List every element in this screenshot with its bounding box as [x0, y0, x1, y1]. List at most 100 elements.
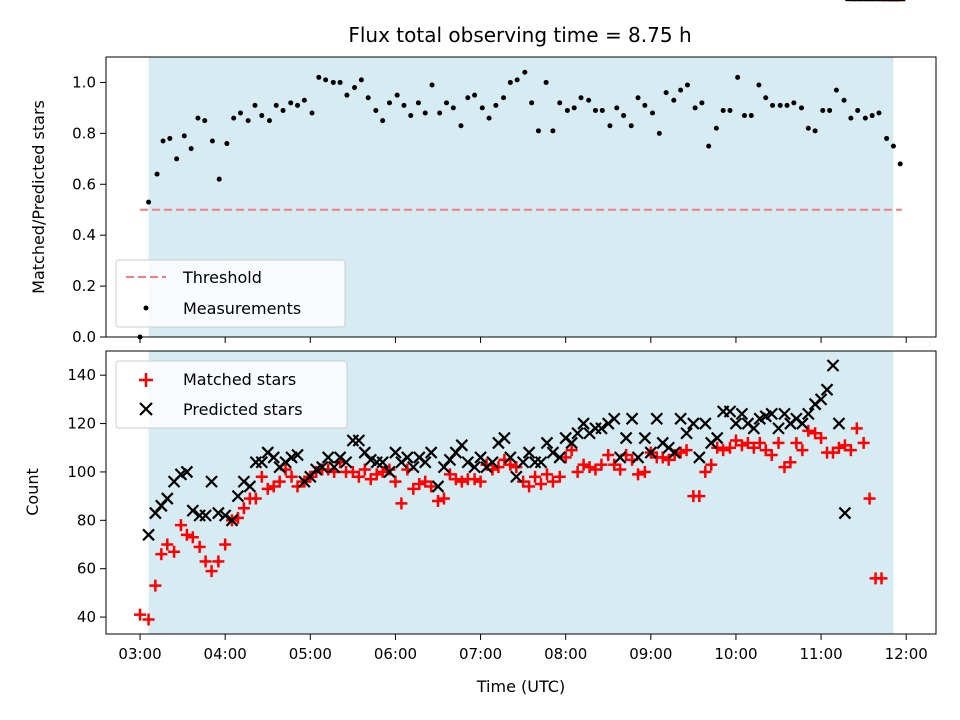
matched-star-point [174, 519, 187, 532]
matched-star-point [370, 468, 383, 481]
measurement-point [557, 100, 563, 106]
top-y-tick-label: 0.2 [72, 277, 96, 295]
measurement-point [358, 77, 364, 83]
measurement-point [501, 95, 507, 101]
matched-star-point [765, 449, 778, 462]
measurement-point [380, 118, 386, 124]
matched-star-point [832, 441, 845, 454]
top-legend-box [115, 259, 346, 328]
matched-star-point [510, 461, 523, 474]
measurement-point [280, 107, 286, 113]
matched-star-point [790, 436, 803, 449]
matched-star-point [180, 528, 193, 541]
measurement-point [479, 105, 485, 111]
matched-star-point [437, 492, 450, 505]
matched-star-point [237, 502, 250, 515]
predicted-star-point [796, 417, 809, 430]
x-tick-label: 06:00 [374, 645, 417, 663]
x-tick-label: 05:00 [289, 645, 332, 663]
top-axes-frame [105, 56, 937, 338]
measurement-point [266, 118, 272, 124]
measurement-point [373, 107, 379, 113]
matched-star-point [863, 492, 876, 505]
measurement-point [408, 113, 414, 119]
measurement-point [663, 90, 669, 96]
measurement-point [295, 102, 301, 108]
matched-star-point [693, 490, 706, 503]
measurement-point [209, 138, 215, 144]
measurement-point [805, 125, 811, 131]
measurements-legend-label: Measurements [183, 299, 301, 318]
measurement-point [429, 82, 435, 88]
x-tick-label: 08:00 [544, 645, 587, 663]
predicted-star-point [802, 407, 815, 421]
predicted-star-point [199, 509, 212, 522]
measurement-point [238, 110, 244, 116]
measurement-point [444, 100, 450, 106]
measurement-point [621, 113, 627, 119]
matched-star-point [186, 531, 199, 544]
predicted-stars-points [142, 0, 905, 542]
predicted-star-point [424, 446, 438, 459]
predicted-star-point [383, 465, 396, 479]
predicted-star-point [540, 436, 554, 450]
predicted-star-point [376, 455, 389, 469]
matched-star-point [413, 478, 426, 491]
predicted-star-point [553, 451, 567, 464]
matched-star-point [680, 444, 693, 457]
measurement-point [167, 135, 173, 141]
predicted-star-point [565, 436, 578, 450]
predicted-star-point [668, 446, 681, 459]
predicted-star-point [613, 451, 627, 464]
chart-title: Flux total observing time = 8.75 h [348, 23, 691, 47]
matched-star-point [168, 545, 181, 558]
predicted-star-point [820, 383, 834, 396]
measurement-point [486, 115, 492, 121]
threshold-legend-label: Threshold [182, 268, 262, 287]
matched-star-point [529, 470, 542, 483]
predicted-star-point [522, 446, 536, 459]
predicted-star-point [315, 460, 329, 474]
measurement-point [507, 79, 513, 85]
measurement-point [174, 156, 180, 162]
matched-star-point [668, 449, 681, 462]
predicted-star-point [431, 480, 445, 493]
matched-star-point [565, 444, 578, 457]
predicted-star-point [772, 422, 785, 435]
measurement-point [791, 100, 797, 106]
predicted-star-point [186, 504, 200, 517]
predicted-star-point [321, 451, 335, 464]
bottom-axes-frame [105, 350, 937, 635]
measurement-point [692, 105, 698, 111]
matched-star-point [699, 465, 712, 478]
matched-star-point [161, 538, 174, 551]
measurement-point [678, 87, 684, 93]
measurement-point [352, 85, 358, 91]
matched-star-point [583, 461, 596, 474]
top-y-tick-label: 0.0 [72, 328, 96, 346]
measurement-point [493, 102, 499, 108]
measurement-point [650, 110, 656, 116]
matched-star-point [602, 449, 615, 462]
measurement-point [316, 74, 322, 80]
measurement-point [188, 146, 194, 152]
measurement-point [706, 143, 712, 149]
top-y-tick-label: 0.4 [72, 226, 96, 244]
matched-star-point [383, 463, 396, 476]
x-tick-label: 03:00 [118, 645, 161, 663]
measurement-point [571, 105, 577, 111]
measurement-point [642, 102, 648, 108]
measurement-point [458, 123, 464, 129]
measurement-point [890, 143, 896, 149]
measurement-point [259, 113, 265, 119]
predicted-star-point [180, 465, 194, 479]
measurement-point [288, 100, 294, 106]
measurement-point [586, 97, 592, 103]
measurement-point [252, 102, 258, 108]
predicted-star-point [693, 451, 706, 464]
bottom-y-tick-label: 60 [77, 560, 96, 578]
matched-star-point [674, 446, 687, 459]
predicted-star-point [327, 460, 341, 474]
measurement-point [344, 92, 350, 98]
matched-star-point [358, 463, 371, 476]
